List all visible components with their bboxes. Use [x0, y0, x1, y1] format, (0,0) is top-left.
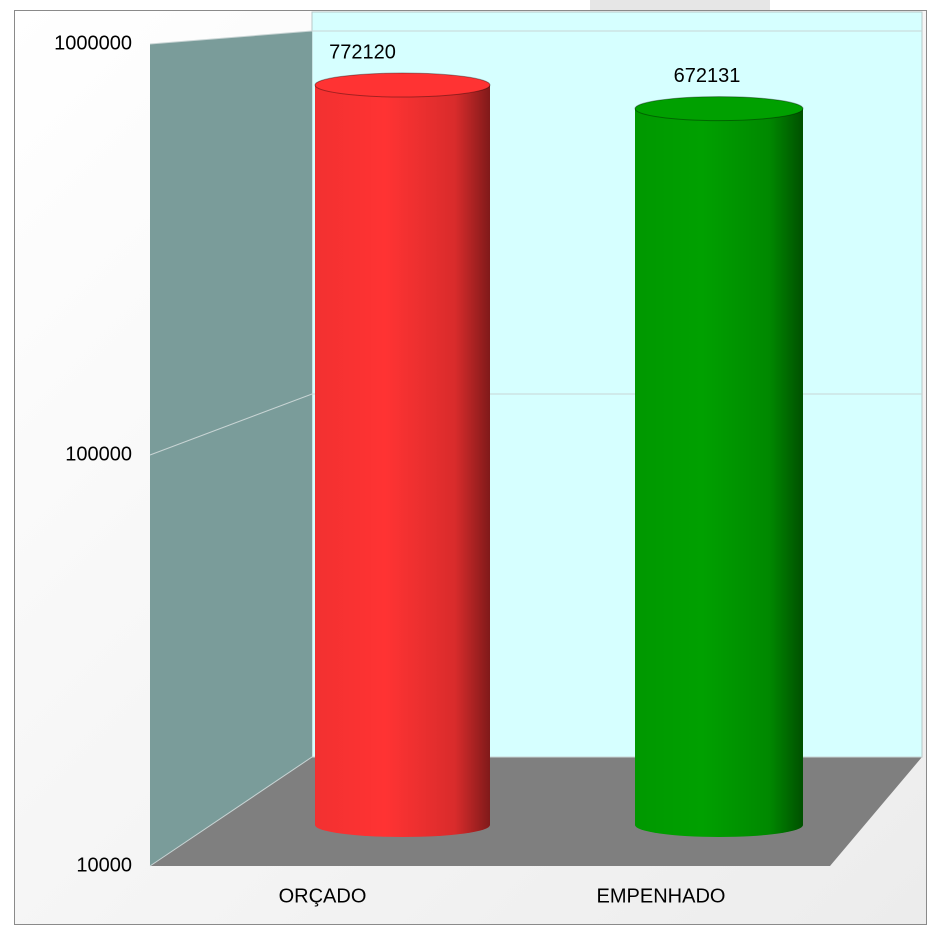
bar-shade	[635, 108, 803, 837]
y-tick-label: 100000	[65, 443, 132, 465]
tab	[590, 0, 770, 10]
bar-top	[634, 96, 804, 122]
x-tick-label: ORÇADO	[279, 885, 367, 907]
value-label: 772120	[329, 41, 396, 63]
y-tick-label: 10000	[76, 854, 132, 876]
left-wall	[150, 31, 312, 866]
x-tick-label: EMPENHADO	[597, 885, 726, 907]
y-tick-label: 1000000	[54, 32, 132, 54]
bar-shade	[315, 85, 490, 837]
bar-top	[314, 72, 491, 98]
value-label: 672131	[674, 65, 741, 87]
grid-line	[149, 30, 922, 45]
